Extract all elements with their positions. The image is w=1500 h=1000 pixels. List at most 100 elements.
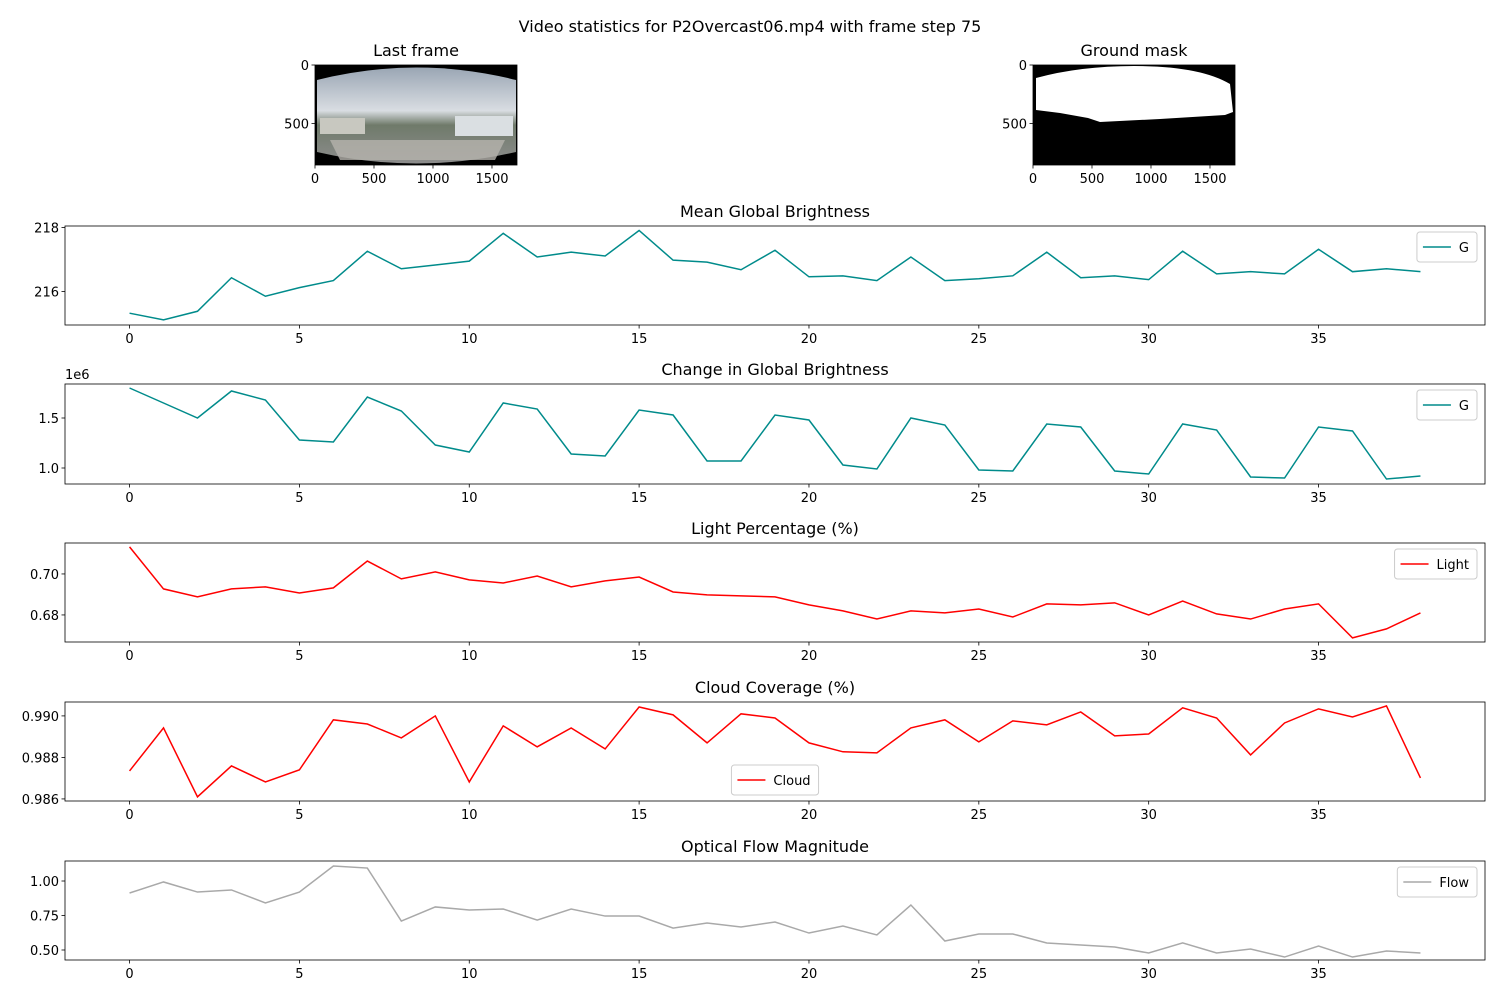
x-tick-label: 5 bbox=[295, 332, 303, 347]
data-line bbox=[129, 865, 1421, 958]
data-line bbox=[129, 229, 1421, 321]
last-frame-image bbox=[315, 65, 517, 165]
x-tick-label: 15 bbox=[631, 491, 648, 506]
x-tick-label: 0 bbox=[125, 332, 133, 347]
x-tick-label: 20 bbox=[801, 649, 818, 664]
x-tick-label: 35 bbox=[1310, 649, 1327, 664]
legend: G bbox=[1416, 389, 1478, 421]
legend: G bbox=[1416, 231, 1478, 263]
x-tick-label: 15 bbox=[631, 649, 648, 664]
x-tick-label: 25 bbox=[971, 491, 988, 506]
x-tick-label: 25 bbox=[971, 649, 988, 664]
y-tick-label: 0 bbox=[1019, 59, 1027, 74]
y-tick-label: 216 bbox=[34, 285, 59, 300]
legend-label: G bbox=[1459, 241, 1469, 256]
legend: Flow bbox=[1396, 866, 1478, 898]
x-tick-label: 10 bbox=[461, 808, 478, 823]
x-tick-label: 0 bbox=[125, 491, 133, 506]
x-tick-label: 1500 bbox=[1193, 172, 1226, 187]
x-tick-label: 35 bbox=[1310, 808, 1327, 823]
y-tick-label: 0.70 bbox=[30, 568, 59, 583]
axes-title: Last frame bbox=[373, 41, 459, 60]
x-tick-label: 5 bbox=[295, 491, 303, 506]
axes-title: Ground mask bbox=[1081, 41, 1189, 60]
legend-label: Flow bbox=[1439, 876, 1469, 891]
x-tick-label: 35 bbox=[1310, 967, 1327, 982]
legend-box bbox=[730, 764, 820, 796]
x-tick-label: 20 bbox=[801, 332, 818, 347]
y-tick-label: 0 bbox=[301, 59, 309, 74]
x-tick-label: 500 bbox=[362, 172, 387, 187]
legend-box bbox=[1396, 866, 1478, 898]
y-tick-label: 1.00 bbox=[30, 875, 59, 890]
y-tick-label: 0.988 bbox=[22, 751, 59, 766]
data-line bbox=[129, 387, 1421, 480]
y-tick-label: 500 bbox=[284, 117, 309, 132]
x-tick-label: 10 bbox=[461, 491, 478, 506]
y-tick-label: 0.986 bbox=[22, 793, 59, 808]
axes-title: Cloud Coverage (%) bbox=[695, 678, 855, 697]
axes-frame bbox=[64, 225, 1486, 326]
axes-frame bbox=[64, 542, 1486, 643]
x-tick-label: 15 bbox=[631, 808, 648, 823]
x-tick-label: 25 bbox=[971, 967, 988, 982]
axes-title: Light Percentage (%) bbox=[691, 519, 859, 538]
axes-title: Change in Global Brightness bbox=[661, 360, 888, 379]
x-tick-label: 5 bbox=[295, 967, 303, 982]
x-tick-label: 10 bbox=[461, 332, 478, 347]
x-tick-label: 30 bbox=[1140, 332, 1157, 347]
x-tick-label: 10 bbox=[461, 967, 478, 982]
x-tick-label: 0 bbox=[311, 172, 319, 187]
legend-box bbox=[1394, 548, 1478, 580]
x-tick-label: 15 bbox=[631, 332, 648, 347]
y-tick-label: 1.5 bbox=[38, 412, 59, 427]
figure-title: Video statistics for P2Overcast06.mp4 wi… bbox=[519, 17, 982, 36]
axes-frame bbox=[1032, 64, 1236, 166]
y-tick-label: 0.50 bbox=[30, 944, 59, 959]
legend: Light bbox=[1394, 548, 1478, 580]
x-tick-label: 20 bbox=[801, 967, 818, 982]
x-tick-label: 30 bbox=[1140, 808, 1157, 823]
y-tick-label: 218 bbox=[34, 222, 59, 237]
axes-frame bbox=[64, 701, 1486, 802]
axes-title: Optical Flow Magnitude bbox=[681, 837, 869, 856]
x-tick-label: 25 bbox=[971, 332, 988, 347]
y-tick-label: 500 bbox=[1002, 117, 1027, 132]
axes-frame bbox=[314, 64, 518, 166]
x-tick-label: 1500 bbox=[475, 172, 508, 187]
axes-title: Mean Global Brightness bbox=[680, 202, 870, 221]
legend: Cloud bbox=[730, 764, 820, 796]
x-tick-label: 20 bbox=[801, 808, 818, 823]
x-tick-label: 25 bbox=[971, 808, 988, 823]
x-tick-label: 30 bbox=[1140, 967, 1157, 982]
x-tick-label: 15 bbox=[631, 967, 648, 982]
x-tick-label: 500 bbox=[1080, 172, 1105, 187]
x-tick-label: 5 bbox=[295, 649, 303, 664]
y-tick-label: 1.0 bbox=[38, 462, 59, 477]
x-tick-label: 1000 bbox=[1134, 172, 1167, 187]
ground-mask-image bbox=[1033, 65, 1235, 165]
x-tick-label: 30 bbox=[1140, 649, 1157, 664]
x-tick-label: 35 bbox=[1310, 332, 1327, 347]
x-tick-label: 10 bbox=[461, 649, 478, 664]
legend-label: Cloud bbox=[773, 774, 810, 789]
x-tick-label: 1000 bbox=[416, 172, 449, 187]
legend-label: Light bbox=[1437, 558, 1469, 573]
y-tick-label: 0.990 bbox=[22, 710, 59, 725]
data-line bbox=[128, 546, 1421, 639]
x-tick-label: 0 bbox=[125, 808, 133, 823]
x-tick-label: 20 bbox=[801, 491, 818, 506]
legend-label: G bbox=[1459, 399, 1469, 414]
x-tick-label: 35 bbox=[1310, 491, 1327, 506]
axes-frame bbox=[64, 383, 1486, 485]
x-tick-label: 0 bbox=[125, 649, 133, 664]
x-tick-label: 30 bbox=[1140, 491, 1157, 506]
x-tick-label: 5 bbox=[295, 808, 303, 823]
y-tick-label: 0.75 bbox=[30, 910, 59, 925]
y-tick-label: 0.68 bbox=[30, 609, 59, 624]
x-tick-label: 0 bbox=[1029, 172, 1037, 187]
axes-frame bbox=[64, 860, 1486, 961]
data-line bbox=[128, 705, 1422, 799]
x-tick-label: 0 bbox=[125, 967, 133, 982]
